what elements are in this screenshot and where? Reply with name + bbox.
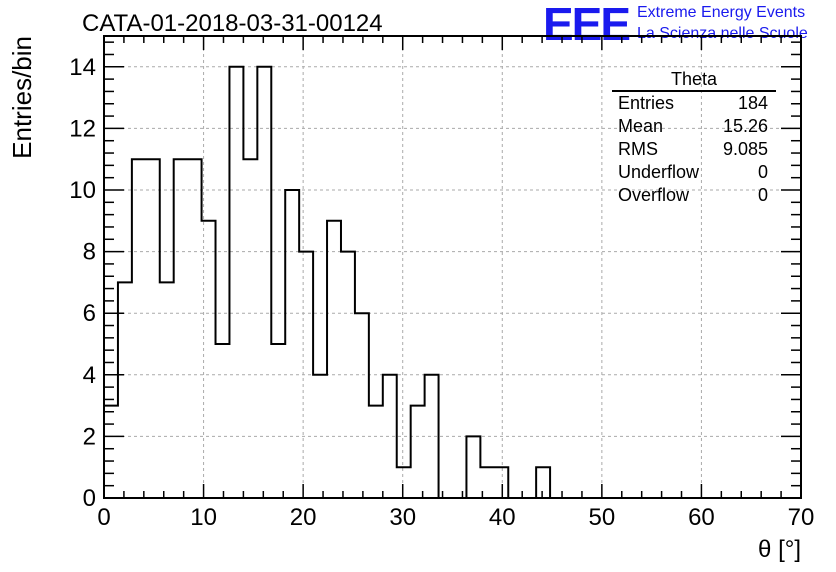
x-axis-label: θ [°] (758, 536, 801, 563)
stats-label: RMS (618, 139, 658, 159)
histogram-bin (243, 159, 257, 498)
histogram-bin (299, 252, 313, 498)
histogram-bin (174, 159, 188, 498)
eee-logo-mark: EEE (543, 0, 631, 50)
grid-layer (104, 36, 801, 498)
stats-value: 9.085 (722, 139, 768, 159)
stats-value: 184 (737, 93, 768, 113)
y-tick-label: 6 (83, 300, 96, 327)
logo-line-2: La Scienza nelle Scuole (637, 25, 808, 42)
x-tick-labels: 0 10 20 30 40 50 60 70 (97, 504, 814, 531)
histogram-bin (285, 190, 299, 498)
stats-row: Underflow 0 (612, 161, 776, 184)
stats-label: Entries (618, 93, 675, 113)
histogram-bin (355, 313, 369, 498)
axis-ticks (103, 36, 802, 499)
histogram-bin (229, 67, 243, 498)
x-tick-label: 70 (788, 504, 815, 531)
y-tick-label: 2 (83, 423, 96, 450)
stats-title: Theta (612, 69, 776, 92)
x-tick-label: 60 (688, 504, 715, 531)
histogram-bin (397, 467, 411, 498)
stats-label: Underflow (618, 162, 700, 182)
y-tick-labels: 0 2 4 6 8 10 12 14 (69, 54, 96, 512)
histogram-bin (216, 344, 230, 498)
x-tick-label: 0 (97, 504, 110, 531)
x-tick-label: 10 (190, 504, 217, 531)
histogram-bin (160, 282, 174, 498)
histogram-bin (271, 344, 285, 498)
stats-row: RMS 9.085 (612, 138, 776, 161)
plot-frame (103, 35, 802, 499)
stats-label: Mean (618, 116, 664, 136)
chart-title: CATA-01-2018-03-31-00124 (82, 10, 383, 37)
histogram-bin (369, 406, 383, 498)
x-tick-label: 50 (589, 504, 616, 531)
histogram-bin (494, 467, 508, 498)
x-tick-label: 20 (290, 504, 317, 531)
stats-label: Overflow (618, 185, 690, 205)
logo-line-1: Extreme Energy Events (637, 4, 806, 21)
histogram-bin (536, 467, 550, 498)
y-tick-label: 0 (83, 485, 96, 512)
histogram-bin (466, 436, 480, 498)
histogram-bin (118, 282, 132, 498)
histogram-bin (257, 67, 271, 498)
histogram-bin (411, 406, 425, 498)
histogram-bin (132, 159, 146, 498)
stats-row: Overflow 0 (612, 184, 776, 207)
stats-value: 15.26 (722, 116, 768, 136)
histogram-bin (188, 159, 202, 498)
y-tick-label: 4 (83, 362, 96, 389)
y-tick-label: 8 (83, 239, 96, 266)
histogram-bin (104, 406, 118, 498)
stats-value: 0 (757, 162, 768, 182)
stats-row: Entries 184 (612, 92, 776, 115)
y-tick-label: 14 (69, 54, 96, 81)
y-tick-label: 12 (69, 115, 96, 142)
y-tick-label: 10 (69, 177, 96, 204)
histogram-bin (146, 159, 160, 498)
x-tick-label: 30 (389, 504, 416, 531)
x-tick-label: 40 (489, 504, 516, 531)
stats-box: Theta Entries 184 Mean 15.26 RMS 9.085 U… (612, 69, 776, 207)
stats-row: Mean 15.26 (612, 115, 776, 138)
histogram-bin (327, 221, 341, 498)
stats-value: 0 (757, 185, 768, 205)
y-axis-label: Entries/bin (7, 36, 37, 159)
